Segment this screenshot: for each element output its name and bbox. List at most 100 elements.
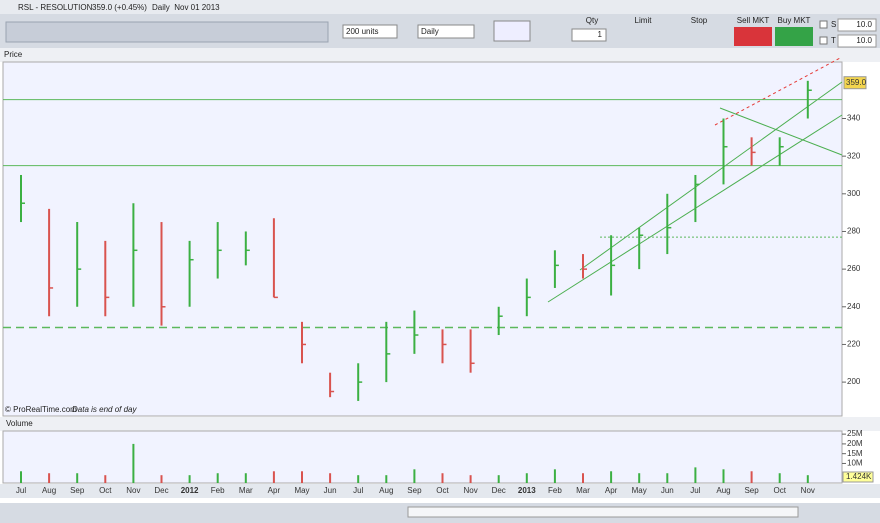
- sell-button[interactable]: [734, 27, 772, 46]
- volume-bar: [525, 473, 528, 483]
- x-tick-label: Nov: [126, 486, 140, 495]
- units-select[interactable]: [342, 24, 398, 39]
- y-tick-label: 200: [847, 377, 861, 386]
- x-tick-label: 2013: [518, 486, 536, 495]
- x-tick-label: Dec: [154, 486, 168, 495]
- x-tick-label: Feb: [548, 486, 562, 495]
- x-tick-label: May: [294, 486, 309, 495]
- volume-bar: [272, 471, 275, 483]
- x-tick-label: Mar: [576, 486, 590, 495]
- qty-label: Qty: [586, 16, 598, 25]
- drawing-tools[interactable]: [5, 21, 329, 43]
- x-tick-label: Jun: [324, 486, 337, 495]
- volume-bar: [76, 473, 79, 483]
- s-input[interactable]: [837, 18, 877, 32]
- x-tick-label: Jul: [16, 486, 26, 495]
- price-plot: [2, 61, 843, 417]
- scroll-thumb[interactable]: [407, 506, 799, 518]
- x-tick-label: 2012: [181, 486, 199, 495]
- x-tick-label: Sep: [407, 486, 422, 495]
- x-tick-label: Sep: [744, 486, 759, 495]
- volume-tick-label: 15M: [847, 449, 863, 458]
- volume-bar: [750, 471, 753, 483]
- x-tick-label: Nov: [463, 486, 477, 495]
- volume-bar: [216, 473, 219, 483]
- credit: © ProRealTime.com: [5, 405, 77, 414]
- volume-bar: [413, 469, 416, 483]
- volume-bar: [357, 475, 360, 483]
- volume-tick-label: 10M: [847, 459, 863, 468]
- x-tick-label: Oct: [773, 486, 786, 495]
- volume-bar: [441, 473, 444, 483]
- price-header: [0, 48, 880, 62]
- t-input[interactable]: [837, 34, 877, 48]
- x-tick-label: Sep: [70, 486, 85, 495]
- limit-label: Limit: [635, 16, 653, 25]
- volume-bar: [160, 475, 163, 483]
- volume-bar: [132, 443, 135, 483]
- note: Data is end of day: [72, 405, 137, 414]
- x-tick-label: Jul: [690, 486, 700, 495]
- volume-bar: [638, 473, 641, 483]
- sell-label: Sell MKT: [737, 16, 770, 25]
- last-price-box: [843, 76, 867, 90]
- price-label: Price: [4, 50, 23, 59]
- s-value: 10.0: [856, 20, 872, 29]
- x-tick-label: Dec: [492, 486, 506, 495]
- x-tick-label: May: [632, 486, 647, 495]
- units: 200 units: [346, 27, 378, 36]
- volume-bar: [244, 473, 247, 483]
- volume-last: 1.424K: [846, 472, 872, 481]
- interval-select[interactable]: [417, 24, 475, 39]
- volume-bar: [497, 475, 500, 483]
- t-checkbox[interactable]: [819, 36, 828, 45]
- x-tick-label: Aug: [716, 486, 730, 495]
- x-tick-label: Apr: [268, 486, 281, 495]
- y-tick-label: 320: [847, 151, 861, 160]
- quote: 359.0 (+0.45%): [92, 3, 147, 12]
- volume-bar: [553, 469, 556, 483]
- x-tick-label: Oct: [436, 486, 449, 495]
- buy-button[interactable]: [775, 27, 813, 46]
- volume-label: Volume: [6, 419, 33, 428]
- x-tick-label: Mar: [239, 486, 253, 495]
- volume-header: [0, 417, 880, 431]
- volume-bar: [582, 473, 584, 483]
- y-tick-label: 340: [847, 114, 861, 123]
- volume-bar: [20, 471, 22, 483]
- t-value: 10.0: [856, 36, 872, 45]
- volume-bar: [694, 467, 697, 483]
- volume-tick-label: 25M: [847, 429, 863, 438]
- trend-line: [579, 81, 843, 271]
- last-price-label: 359.0: [846, 78, 867, 87]
- volume-last-box: [842, 471, 874, 483]
- interval: Daily: [421, 27, 439, 36]
- volume-bar: [610, 471, 613, 483]
- trend-line: [719, 107, 843, 156]
- s-checkbox[interactable]: [819, 20, 828, 29]
- qty-input[interactable]: [571, 28, 607, 42]
- volume-bar: [778, 473, 781, 483]
- volume-plot: [2, 430, 843, 484]
- x-axis-band: [0, 484, 880, 498]
- x-tick-label: Feb: [211, 486, 225, 495]
- x-tick-label: Oct: [99, 486, 112, 495]
- indicator-button[interactable]: [493, 20, 531, 42]
- title-strip: [0, 0, 880, 14]
- volume-bar: [722, 469, 725, 483]
- buy-label: Buy MKT: [778, 16, 811, 25]
- volume-bar: [48, 473, 51, 483]
- volume-bar: [806, 475, 809, 483]
- y-tick-label: 300: [847, 189, 861, 198]
- y-tick-label: 260: [847, 264, 861, 273]
- symbol: RSL - RESOLUTION: [18, 3, 93, 12]
- volume-bar: [385, 475, 388, 483]
- stop-label: Stop: [691, 16, 708, 25]
- y-tick-label: 240: [847, 302, 861, 311]
- x-tick-label: Apr: [605, 486, 618, 495]
- s-label: S: [831, 20, 836, 29]
- x-tick-label: Jul: [353, 486, 363, 495]
- volume-tick-label: 20M: [847, 439, 863, 448]
- volume-bar: [104, 475, 107, 483]
